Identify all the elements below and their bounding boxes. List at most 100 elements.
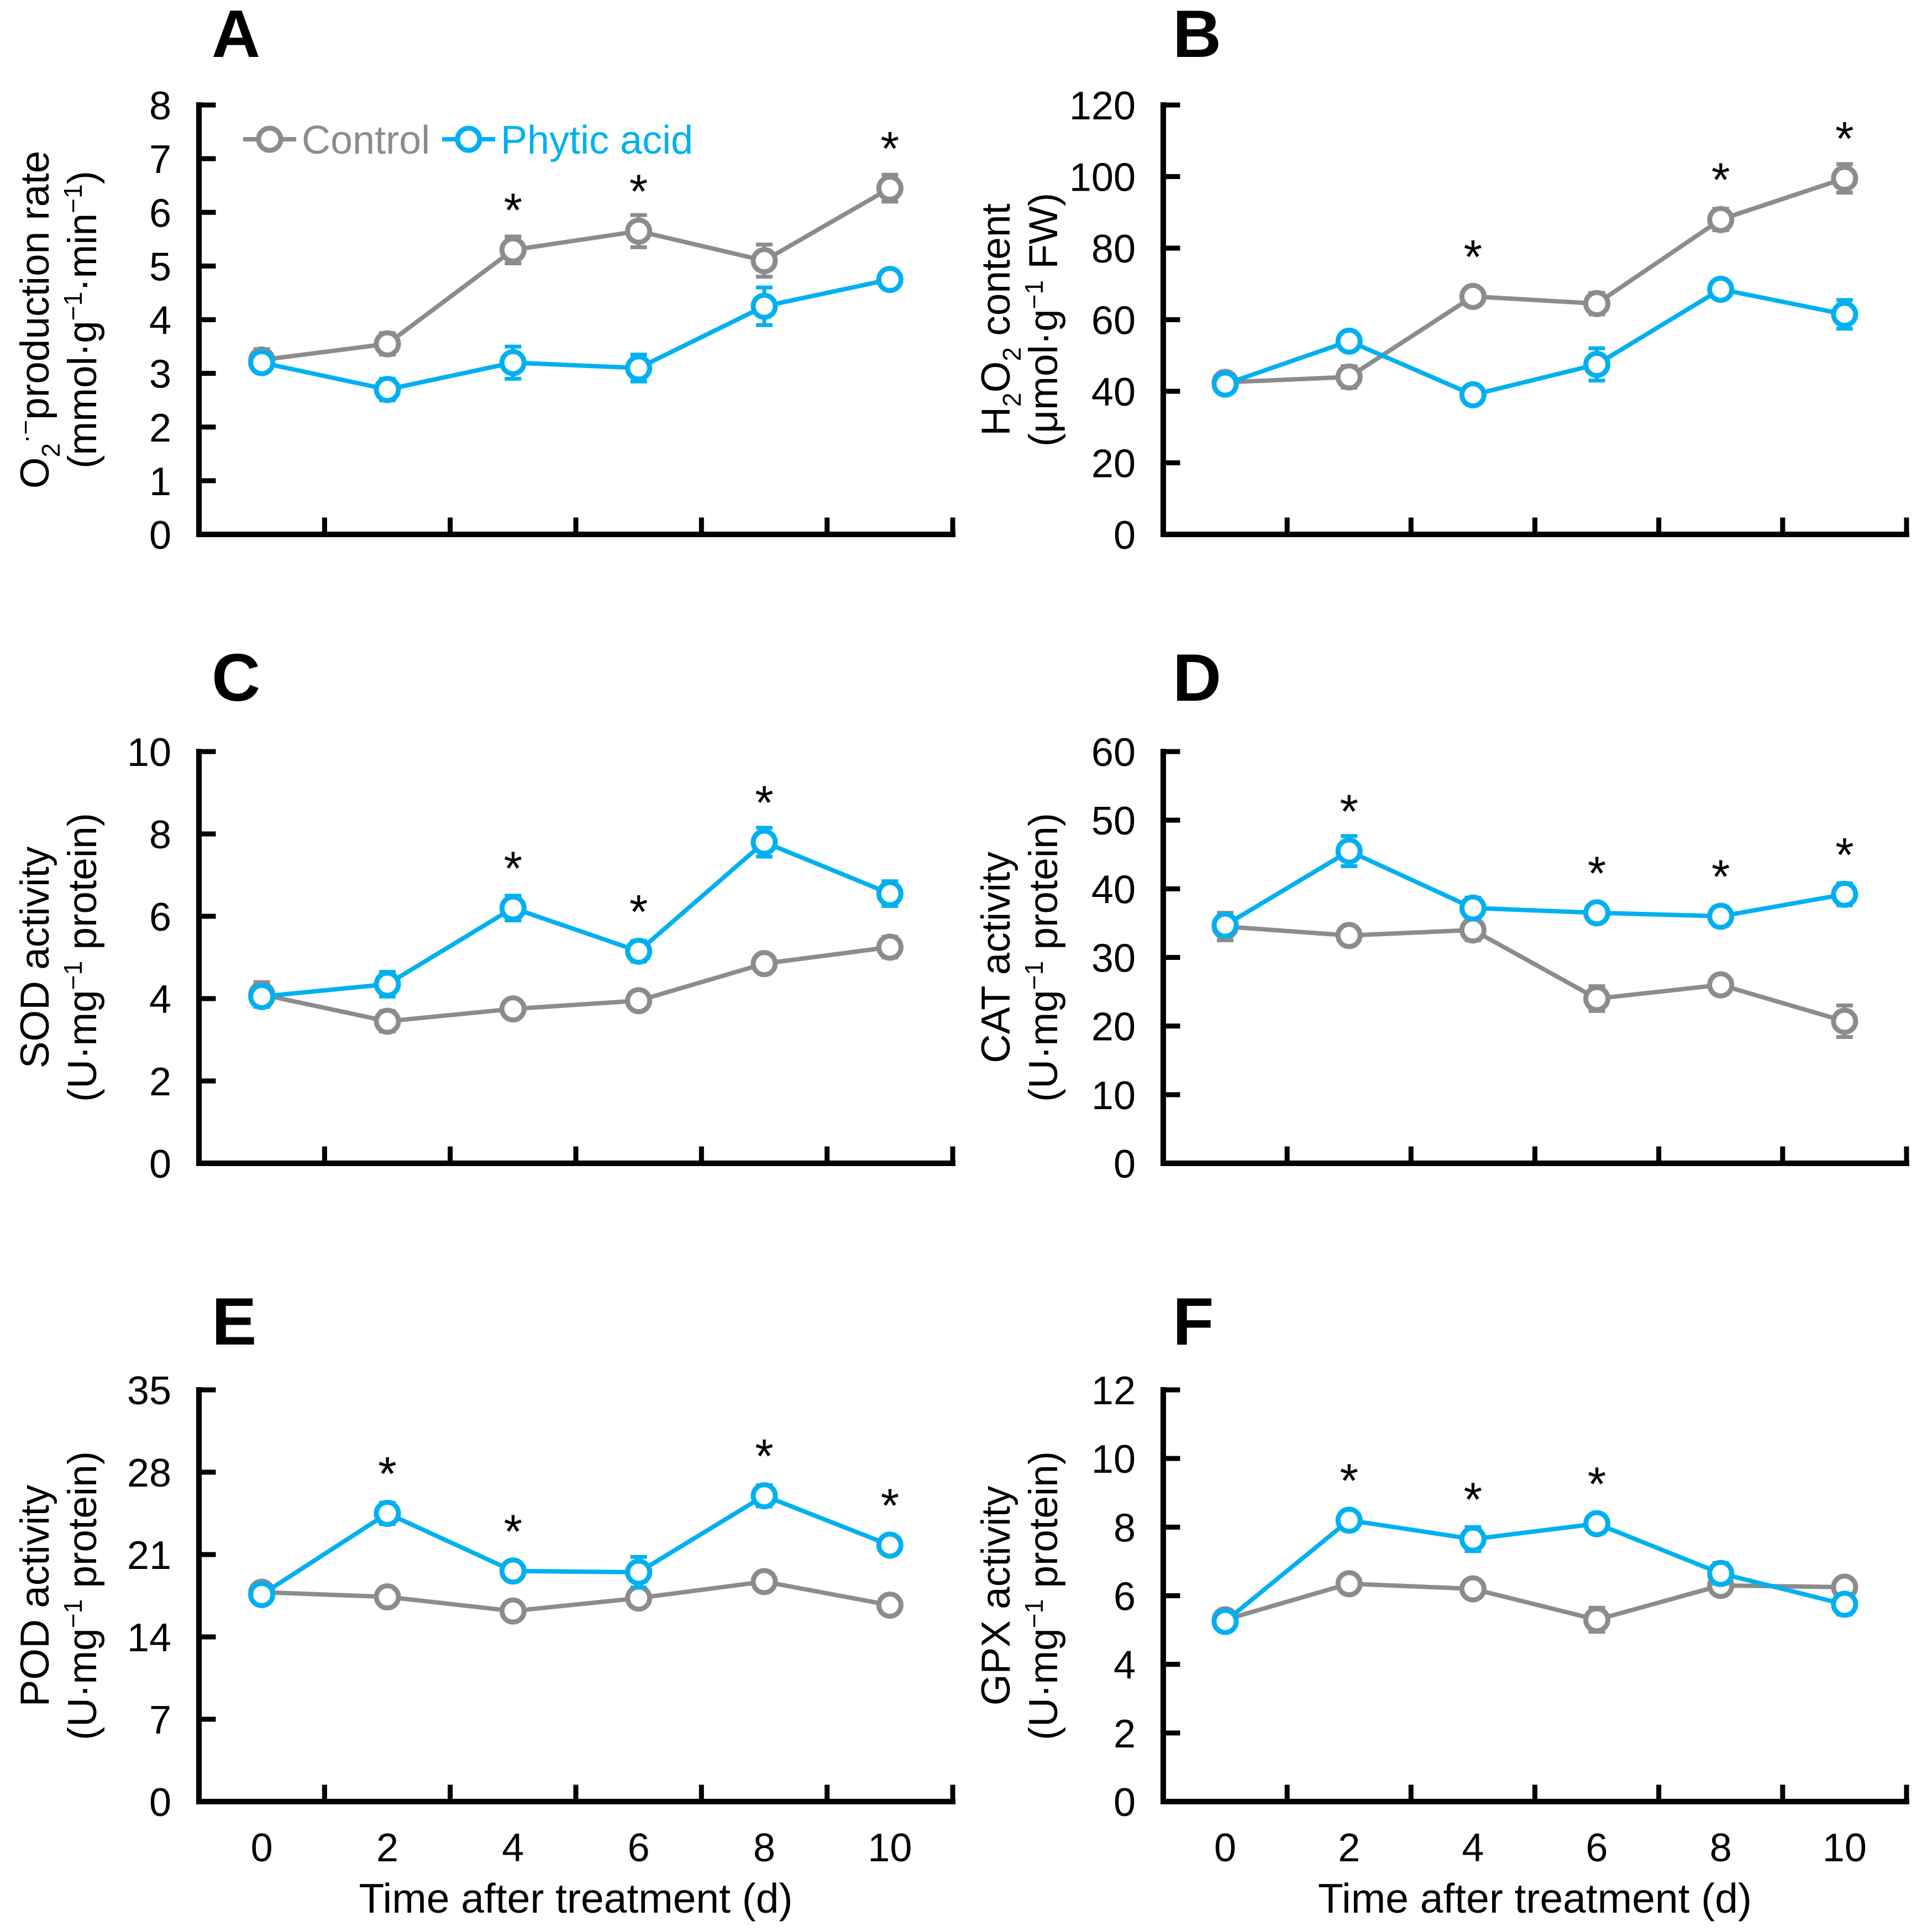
x-axis-title: Time after treatment (d) [1318,1875,1752,1922]
svg-text:7: 7 [149,1698,171,1742]
axes [196,1387,955,1804]
svg-text:6: 6 [149,191,171,235]
y-axis-title: O2·−production rate (mmol·g−1·min−1) [11,151,105,489]
svg-text:GPX activity: GPX activity [974,1485,1018,1705]
svg-text:*: * [1588,847,1606,900]
svg-text:35: 35 [127,1369,171,1413]
svg-text:6: 6 [149,895,171,939]
svg-text:*: * [1340,785,1358,838]
markers-phytic [1211,837,1858,939]
x-tick-labels: 0 2 4 6 8 10 [1214,1826,1867,1870]
svg-text:40: 40 [1091,868,1136,912]
svg-text:50: 50 [1091,799,1136,843]
svg-text:*: * [378,1448,396,1501]
error-bars-control [253,172,899,373]
svg-text:6: 6 [1114,1575,1136,1619]
svg-text:(mmol·g−1·min−1): (mmol·g−1·min−1) [59,171,105,469]
svg-text:28: 28 [127,1451,171,1495]
error-bars-control [253,935,899,1034]
svg-text:100: 100 [1069,156,1136,200]
svg-text:4: 4 [1462,1826,1484,1870]
y-tick-labels: 0 7 14 21 28 35 [127,1369,171,1825]
svg-text:*: * [1464,1473,1482,1526]
svg-text:0: 0 [1114,513,1136,558]
svg-text:0: 0 [149,1142,171,1186]
svg-text:(U·mg−1 protein): (U·mg−1 protein) [1020,813,1066,1102]
x-tick-labels: 0 2 4 6 8 10 [251,1826,912,1870]
chart-A-svg: 0 1 2 3 4 5 6 7 8 O2·−production rate (mmol·g−1·mi… [11,84,955,558]
series-phytic [248,1482,904,1608]
error-bars-phytic [253,1483,899,1604]
panel-letter-F: F [1173,1284,1214,1359]
legend-label-phytic: Phytic acid [501,118,693,162]
svg-text:2: 2 [149,1060,171,1104]
series-control [1211,162,1858,396]
svg-text:2: 2 [1114,1712,1136,1756]
panel-letter-D: D [1173,640,1222,715]
series-control [248,933,904,1035]
svg-text:2: 2 [149,406,171,450]
svg-text:1: 1 [149,460,171,504]
y-axis-title: CAT activity (U·mg−1 protein) [974,813,1066,1102]
svg-text:4: 4 [1114,1644,1136,1688]
svg-text:*: * [504,1505,522,1558]
svg-text:*: * [1711,154,1730,207]
svg-text:*: * [1588,1458,1606,1511]
svg-text:80: 80 [1091,227,1136,271]
svg-text:*: * [881,1479,899,1532]
significance-asterisks: * * * * [1340,785,1854,904]
y-axis-title: SOD activity (U·mg−1 protein) [13,813,105,1102]
svg-text:0: 0 [251,1826,273,1870]
panel-C: C 0 2 4 6 8 10 SOD activity (U·mg−1 protein) * * * [0,644,961,1288]
svg-text:POD activity: POD activity [13,1484,57,1707]
svg-text:0: 0 [1114,1142,1136,1186]
panel-E: E 0 7 14 21 28 35 0 2 4 6 8 10 Time after treatment … [0,1288,961,1932]
legend-item-control: Control [243,118,430,162]
svg-text:4: 4 [502,1826,524,1870]
svg-text:8: 8 [1710,1826,1732,1870]
svg-text:SOD activity: SOD activity [13,846,57,1068]
svg-text:*: * [1711,851,1730,904]
axes [196,749,955,1166]
panel-D: D 0 10 20 30 40 50 60 CAT activity (U·mg−1 prote… [961,644,1922,1288]
svg-text:(U·mg−1 protein): (U·mg−1 protein) [59,813,105,1102]
chart-D-svg: 0 10 20 30 40 50 60 CAT activity (U·mg−1 protein… [974,731,1909,1186]
svg-text:0: 0 [1214,1826,1236,1870]
y-axis-title: POD activity (U·mg−1 protein) [13,1451,105,1740]
svg-text:8: 8 [149,813,171,857]
svg-text:8: 8 [753,1826,775,1870]
svg-text:5: 5 [149,245,171,289]
panel-letter-C: C [212,640,261,715]
svg-text:10: 10 [1091,1437,1136,1482]
y-tick-labels: 0 1 2 3 4 5 6 7 8 [149,84,171,558]
svg-text:*: * [1340,1455,1358,1508]
significance-asterisks: * * * [1464,113,1854,284]
svg-text:20: 20 [1091,442,1136,486]
panel-A: A 0 1 2 3 4 5 6 7 8 O2·−production rate (mmol·g−1·… [0,0,961,644]
svg-text:3: 3 [149,353,171,397]
svg-text:*: * [755,776,773,830]
panel-F: F 0 2 4 6 8 10 12 0 2 4 6 8 10 Time after treatment (… [961,1288,1922,1932]
significance-asterisks: * * * * [378,1430,899,1558]
error-bars-phytic [253,826,899,1009]
svg-text:21: 21 [127,1534,171,1578]
svg-text:0: 0 [149,1781,171,1825]
series-phytic [1211,1506,1858,1635]
svg-text:0: 0 [1114,1781,1136,1825]
svg-text:6: 6 [1586,1826,1608,1870]
svg-text:10: 10 [1091,1074,1136,1118]
svg-text:0: 0 [149,513,171,558]
svg-text:*: * [629,165,648,218]
svg-text:*: * [881,123,899,176]
svg-text:(U·mg−1 protein): (U·mg−1 protein) [59,1451,105,1740]
axes [196,102,955,537]
svg-text:60: 60 [1091,299,1136,343]
panel-letter-A: A [212,0,261,71]
svg-text:*: * [1835,113,1853,166]
y-tick-labels: 0 20 40 60 80 100 120 [1069,84,1136,558]
svg-text:10: 10 [868,1826,912,1870]
series-phytic [1211,275,1858,408]
svg-text:40: 40 [1091,370,1136,414]
significance-asterisks: * * * [1340,1455,1606,1526]
